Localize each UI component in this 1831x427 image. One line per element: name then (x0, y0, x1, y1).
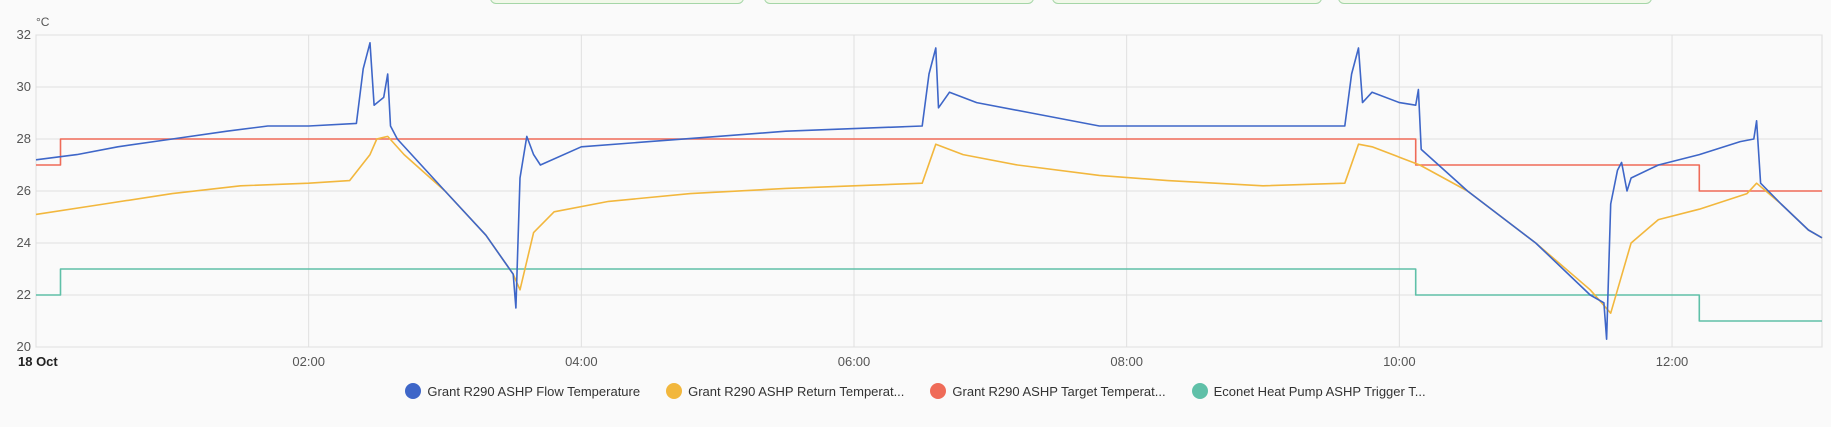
legend-item-flow[interactable]: Grant R290 ASHP Flow Temperature (405, 383, 640, 399)
series-line-3 (36, 268, 1822, 322)
y-tick-label: 28 (17, 131, 31, 146)
y-axis: 20 22 24 26 28 30 32 (17, 27, 31, 354)
legend-item-trigger[interactable]: Econet Heat Pump ASHP Trigger T... (1191, 383, 1426, 399)
x-tick-label: 12:00 (1656, 354, 1689, 369)
legend: Grant R290 ASHP Flow Temperature Grant R… (0, 383, 1831, 399)
x-tick-label: 06:00 (838, 354, 871, 369)
legend-label: Grant R290 ASHP Flow Temperature (427, 383, 641, 399)
y-tick-label: 30 (17, 79, 31, 94)
x-tick-label: 04:00 (565, 354, 598, 369)
series-line-0 (35, 42, 1823, 340)
legend-swatch-target (930, 383, 947, 399)
x-tick-label: 02:00 (292, 354, 325, 369)
y-tick-label: 32 (17, 27, 31, 42)
x-tick-label: 10:00 (1383, 354, 1416, 369)
series-lines (35, 42, 1823, 340)
grid (35, 34, 1823, 348)
temperature-chart: °C 20 22 24 26 28 30 32 18 Oct 02:00 04:00 06:00 0… (17, 15, 1823, 369)
x-tick-label: 08:00 (1110, 354, 1143, 369)
legend-swatch-return (666, 383, 683, 399)
y-tick-label: 24 (17, 235, 31, 250)
legend-swatch-flow (405, 383, 422, 399)
series-line-1 (35, 135, 1823, 314)
legend-item-return[interactable]: Grant R290 ASHP Return Temperat... (666, 383, 904, 399)
x-tick-label: 18 Oct (18, 354, 58, 369)
series-line-2 (36, 138, 1822, 192)
legend-swatch-trigger (1191, 383, 1208, 399)
y-tick-label: 26 (17, 183, 31, 198)
legend-label: Grant R290 ASHP Target Temperat... (952, 383, 1166, 399)
legend-item-target[interactable]: Grant R290 ASHP Target Temperat... (930, 383, 1166, 399)
legend-label: Econet Heat Pump ASHP Trigger T... (1213, 383, 1426, 399)
legend-label: Grant R290 ASHP Return Temperat... (688, 383, 905, 399)
y-tick-label: 20 (17, 339, 31, 354)
x-axis: 18 Oct 02:00 04:00 06:00 08:00 10:00 12:00 (18, 354, 1688, 369)
y-unit-label: °C (36, 15, 50, 29)
y-tick-label: 22 (17, 287, 31, 302)
